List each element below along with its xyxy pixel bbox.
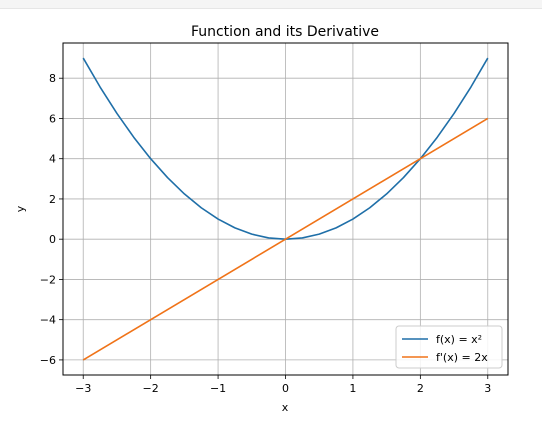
y-axis-ticks: −6 −4 −2 0 2 4 6 8 bbox=[40, 72, 63, 367]
y-tick-label: −6 bbox=[40, 354, 56, 367]
x-tick-label: −1 bbox=[210, 382, 226, 395]
x-tick-label: 0 bbox=[282, 382, 289, 395]
y-tick-label: −2 bbox=[40, 273, 56, 286]
x-tick-label: −2 bbox=[143, 382, 159, 395]
y-tick-label: 2 bbox=[49, 193, 56, 206]
y-tick-label: 4 bbox=[49, 153, 56, 166]
legend-label-f: f(x) = x² bbox=[436, 333, 482, 346]
series-lines bbox=[82, 57, 489, 361]
y-axis-label: y bbox=[14, 205, 27, 212]
x-tick-label: 3 bbox=[484, 382, 491, 395]
grid-lines bbox=[63, 43, 508, 375]
legend-label-fprime: f'(x) = 2x bbox=[436, 351, 488, 364]
x-axis-ticks: −3 −2 −1 0 1 2 3 bbox=[75, 375, 491, 395]
y-tick-label: 0 bbox=[49, 233, 56, 246]
y-tick-label: 8 bbox=[49, 72, 56, 85]
x-tick-label: 2 bbox=[417, 382, 424, 395]
window-top-strip bbox=[0, 0, 542, 9]
y-tick-label: 6 bbox=[49, 112, 56, 125]
series-line-fprime bbox=[82, 117, 489, 361]
legend: f(x) = x² f'(x) = 2x bbox=[395, 325, 503, 369]
chart-title: Function and its Derivative bbox=[191, 24, 379, 40]
x-axis-label: x bbox=[282, 401, 289, 414]
y-tick-label: −4 bbox=[40, 314, 56, 327]
x-tick-label: −3 bbox=[75, 382, 91, 395]
x-tick-label: 1 bbox=[349, 382, 356, 395]
